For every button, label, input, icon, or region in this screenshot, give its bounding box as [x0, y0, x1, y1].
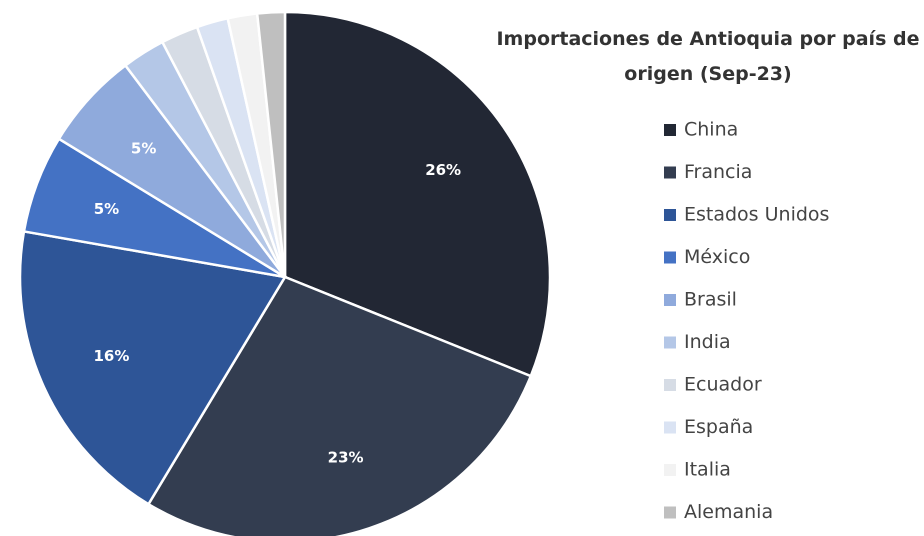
- legend-label: Ecuador: [684, 374, 762, 396]
- legend-label: Brasil: [684, 289, 737, 311]
- legend-swatch: [664, 379, 676, 391]
- data-label: 5%: [131, 139, 156, 157]
- data-label: 23%: [328, 448, 364, 466]
- legend-label: Alemania: [684, 501, 773, 523]
- legend-swatch: [664, 336, 676, 349]
- legend-label: Francia: [684, 161, 752, 183]
- pie-slice: [255, 10, 287, 278]
- legend-label: México: [684, 246, 750, 268]
- legend-swatch: [664, 124, 676, 136]
- data-label: 26%: [425, 161, 461, 179]
- data-label: 16%: [93, 347, 129, 365]
- legend-label: Estados Unidos: [684, 204, 829, 226]
- legend-label: China: [684, 119, 738, 141]
- pie-slice: [283, 10, 552, 378]
- legend-swatch: [664, 421, 676, 434]
- pie-slice: [18, 229, 288, 506]
- legend-swatch: [664, 506, 676, 519]
- legend-label: Italia: [684, 459, 731, 481]
- chart-title: Importaciones de Antioquia por país de o…: [496, 28, 920, 85]
- legend-swatch: [664, 294, 676, 306]
- legend-swatch: [664, 166, 676, 179]
- legend-label: India: [684, 331, 731, 353]
- legend-label: España: [684, 416, 753, 438]
- legend-swatch: [664, 209, 676, 221]
- legend-swatch: [664, 251, 676, 264]
- pie-slice: [146, 275, 533, 536]
- data-label: 5%: [94, 200, 119, 218]
- legend-swatch: [664, 464, 676, 476]
